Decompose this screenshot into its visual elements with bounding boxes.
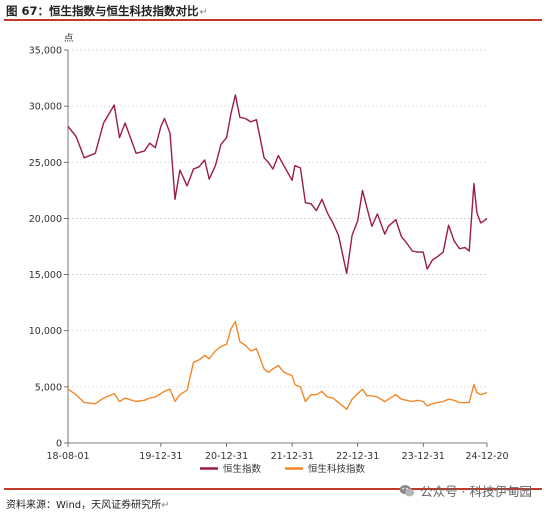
figure-title: 图 67：恒生指数与恒生科技指数对比↵: [6, 3, 208, 19]
line-chart: 点 0 5,000 10,000 15,000 20,000 25,000 30,000 35…: [29, 33, 509, 475]
legend-label: 恒生科技指数: [308, 463, 366, 475]
y-tick-label: 10,000: [29, 326, 62, 337]
x-tick-label: 18-08-01: [46, 451, 89, 462]
x-tick-label: 21-12-31: [271, 451, 314, 462]
watermark: 公众号 · 科技伊甸园: [399, 481, 532, 500]
x-tick-label: 24-12-20: [465, 451, 508, 462]
y-tick-label: 5,000: [35, 382, 62, 393]
watermark-text: 公众号 · 科技伊甸园: [420, 484, 532, 499]
y-tick-label: 30,000: [29, 102, 62, 113]
series-lines: [67, 94, 488, 410]
grid-lines: [68, 49, 487, 388]
source-note: 资料来源：Wind，天风证券研究所↵: [6, 496, 170, 511]
y-tick-label: 25,000: [29, 158, 62, 169]
y-tick-label: 0: [56, 439, 62, 450]
y-tick-label: 35,000: [29, 46, 62, 57]
y-tick-label: 15,000: [29, 270, 62, 281]
wechat-icon: [399, 484, 415, 496]
figure-title-text: 图 67：恒生指数与恒生科技指数对比: [6, 4, 199, 18]
paragraph-mark-icon: ↵: [199, 7, 208, 18]
y-axis: 点 0 5,000 10,000 15,000 20,000 25,000 30,000 35…: [29, 33, 74, 450]
x-tick-label: 20-12-31: [205, 451, 248, 462]
source-text: 资料来源：Wind，天风证券研究所: [6, 500, 162, 511]
x-axis: 18-08-01 19-12-31 20-12-31 21-12-31 22-12-31…: [46, 442, 509, 462]
x-tick-label: 22-12-31: [336, 451, 379, 462]
legend-label: 恒生指数: [223, 463, 262, 475]
y-axis-label: 点: [64, 33, 74, 44]
chart-container: 点 0 5,000 10,000 15,000 20,000 25,000 30,000 35…: [29, 33, 509, 475]
series-line-hstech: [67, 321, 488, 410]
legend: 恒生指数 恒生科技指数: [200, 463, 366, 475]
footer-divider: [4, 488, 542, 490]
x-tick-label: 23-12-31: [402, 451, 445, 462]
x-tick-label: 19-12-31: [139, 451, 182, 462]
y-tick-label: 20,000: [29, 214, 62, 225]
paragraph-mark-icon: ↵: [161, 500, 170, 511]
title-divider: [4, 19, 542, 21]
series-line-hsi: [67, 94, 488, 275]
